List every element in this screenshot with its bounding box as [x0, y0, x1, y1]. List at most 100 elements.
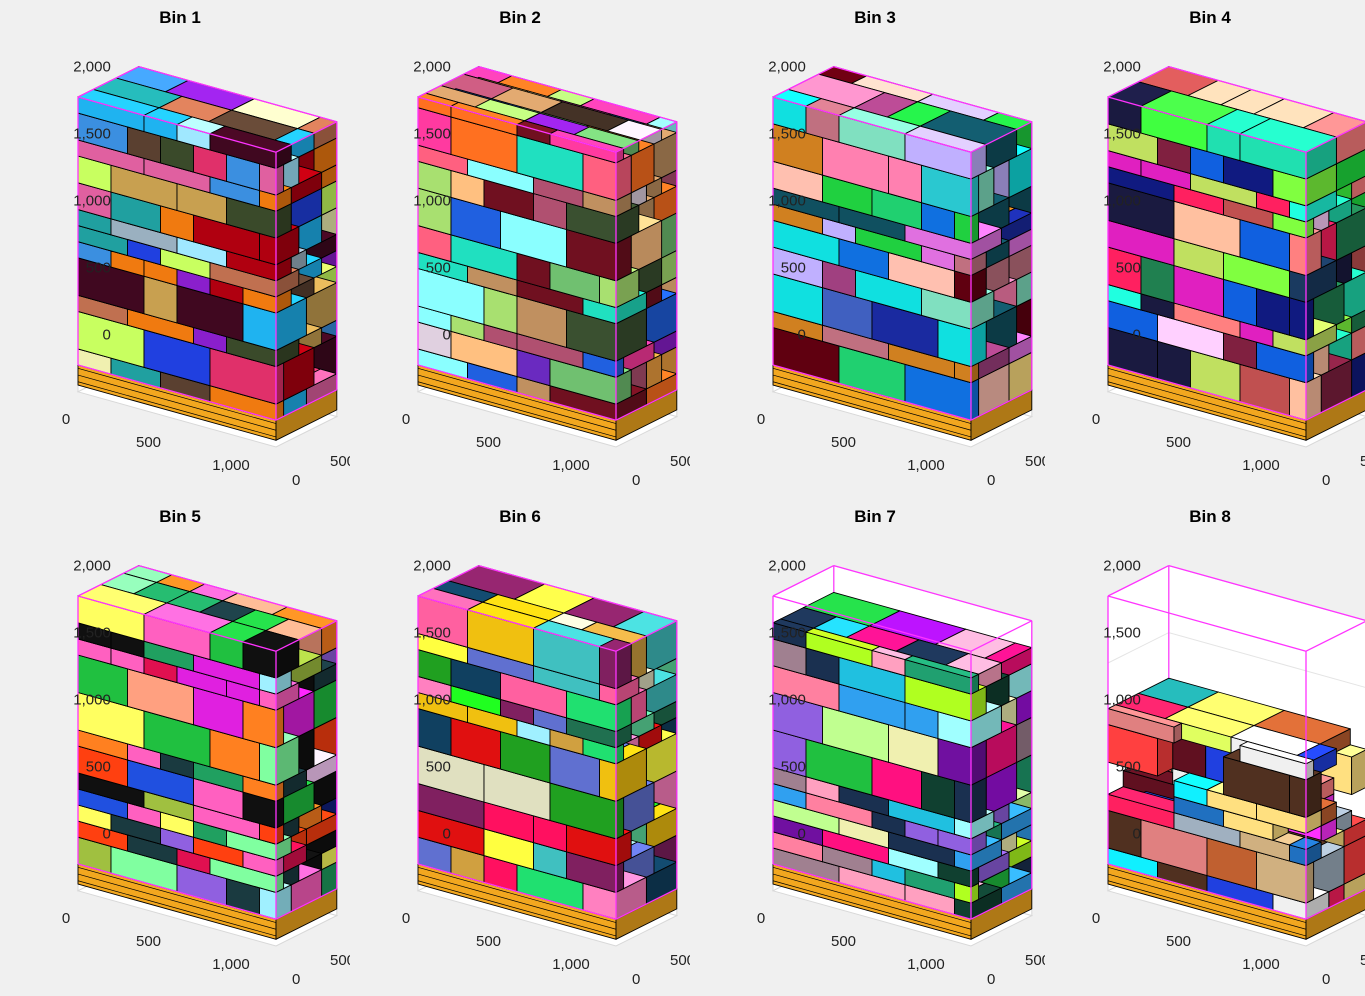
- x-tick-label: 0: [757, 910, 765, 927]
- y-tick-label: 500: [1360, 952, 1365, 969]
- x-tick-label: 1,000: [212, 956, 250, 973]
- packed-box: [243, 631, 299, 678]
- z-tick-label: 1,500: [413, 625, 451, 642]
- z-tick-label: 2,000: [1103, 59, 1141, 76]
- y-tick-label: 0: [632, 971, 640, 988]
- y-tick-label: 500: [330, 952, 350, 969]
- x-tick-label: 500: [476, 933, 501, 950]
- z-tick-label: 2,000: [73, 558, 111, 575]
- z-tick-label: 0: [442, 327, 450, 344]
- z-tick-label: 1,500: [1103, 126, 1141, 143]
- x-tick-label: 500: [476, 434, 501, 451]
- y-axis: 0 500: [632, 453, 690, 489]
- y-tick-label: 0: [1322, 971, 1330, 988]
- x-tick-label: 1,000: [552, 457, 590, 474]
- z-tick-label: 1,500: [73, 625, 111, 642]
- z-tick-label: 500: [781, 260, 806, 277]
- z-tick-label: 2,000: [1103, 558, 1141, 575]
- z-tick-label: 500: [426, 759, 451, 776]
- y-axis: 0 500: [292, 952, 350, 988]
- z-tick-label: 1,000: [413, 692, 451, 709]
- y-axis: 0 500: [292, 453, 350, 489]
- packed-boxes: [773, 592, 1032, 919]
- z-tick-label: 1,000: [73, 193, 111, 210]
- y-axis: 0 500: [1322, 952, 1365, 988]
- z-tick-label: 500: [86, 260, 111, 277]
- y-tick-label: 0: [1322, 472, 1330, 489]
- z-tick-label: 2,000: [768, 59, 806, 76]
- y-axis: 0 500: [632, 952, 690, 988]
- x-tick-label: 0: [1092, 411, 1100, 428]
- z-tick-label: 2,000: [73, 59, 111, 76]
- z-tick-label: 1,000: [768, 193, 806, 210]
- z-tick-label: 1,000: [73, 692, 111, 709]
- x-tick-label: 0: [1092, 910, 1100, 927]
- y-tick-label: 0: [987, 971, 995, 988]
- z-tick-label: 500: [426, 260, 451, 277]
- x-tick-label: 0: [402, 411, 410, 428]
- z-tick-label: 1,000: [1103, 692, 1141, 709]
- x-tick-label: 1,000: [552, 956, 590, 973]
- y-tick-label: 0: [987, 472, 995, 489]
- x-tick-label: 0: [402, 910, 410, 927]
- z-tick-label: 2,000: [768, 558, 806, 575]
- z-tick-label: 0: [797, 327, 805, 344]
- bin-plot: 2,000 1,500 1,000 500 0 0 500 1,000 0 500: [10, 0, 350, 497]
- packed-boxes: [418, 67, 677, 421]
- x-tick-label: 500: [831, 434, 856, 451]
- x-tick-label: 1,000: [1242, 457, 1280, 474]
- z-tick-label: 0: [442, 826, 450, 843]
- z-tick-label: 1,000: [768, 692, 806, 709]
- x-tick-label: 0: [62, 910, 70, 927]
- z-tick-label: 2,000: [413, 59, 451, 76]
- packed-boxes: [418, 566, 677, 920]
- z-tick-label: 1,500: [1103, 625, 1141, 642]
- x-tick-label: 1,000: [1242, 956, 1280, 973]
- z-tick-label: 0: [797, 826, 805, 843]
- y-tick-label: 500: [330, 453, 350, 470]
- x-tick-label: 1,000: [907, 956, 945, 973]
- z-tick-label: 1,500: [73, 126, 111, 143]
- z-tick-label: 500: [86, 759, 111, 776]
- x-tick-label: 1,000: [212, 457, 250, 474]
- y-tick-label: 500: [670, 453, 690, 470]
- y-tick-label: 0: [632, 472, 640, 489]
- y-tick-label: 0: [292, 971, 300, 988]
- x-tick-label: 500: [831, 933, 856, 950]
- packed-boxes: [1108, 67, 1365, 421]
- x-tick-label: 500: [1166, 434, 1191, 451]
- z-tick-label: 1,500: [768, 625, 806, 642]
- y-tick-label: 0: [292, 472, 300, 489]
- z-tick-label: 0: [102, 327, 110, 344]
- z-tick-label: 0: [1132, 327, 1140, 344]
- z-tick-label: 2,000: [413, 558, 451, 575]
- y-tick-label: 500: [670, 952, 690, 969]
- z-tick-label: 500: [1116, 260, 1141, 277]
- x-tick-label: 500: [1166, 933, 1191, 950]
- packed-boxes: [773, 67, 1032, 421]
- z-tick-label: 0: [102, 826, 110, 843]
- x-tick-label: 500: [136, 434, 161, 451]
- x-tick-label: 0: [62, 411, 70, 428]
- z-tick-label: 1,000: [1103, 193, 1141, 210]
- x-tick-label: 0: [757, 411, 765, 428]
- packed-boxes: [78, 67, 337, 421]
